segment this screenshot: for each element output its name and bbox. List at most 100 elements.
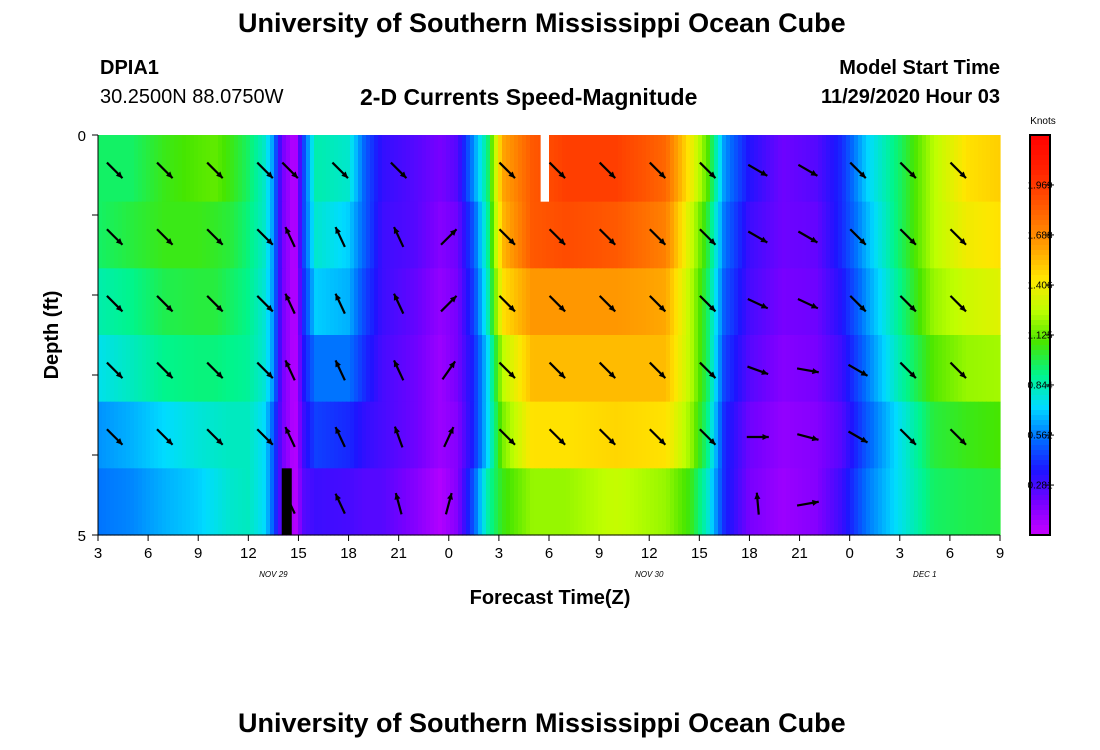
heat-cell	[490, 268, 495, 336]
heat-cell	[890, 335, 895, 403]
heat-cell	[962, 401, 967, 469]
arrow-head	[909, 438, 916, 445]
heat-cell	[786, 135, 791, 203]
heat-cell	[706, 268, 711, 336]
heat-cell	[158, 401, 163, 469]
heat-cell	[614, 268, 619, 336]
heat-cell	[858, 401, 863, 469]
arrow-head	[335, 493, 341, 501]
heat-cell	[354, 335, 359, 403]
heat-cell	[618, 268, 623, 336]
heat-cell	[762, 201, 767, 269]
heat-cell	[290, 468, 295, 536]
heat-cell	[922, 201, 927, 269]
heat-cell	[766, 201, 771, 269]
heat-cell	[878, 335, 883, 403]
heat-cell	[186, 268, 191, 336]
heat-cell	[934, 201, 939, 269]
heat-cell	[850, 468, 855, 536]
heat-cell	[298, 201, 303, 269]
heat-cell	[858, 201, 863, 269]
current-arrow	[498, 295, 516, 313]
heat-cell	[562, 335, 567, 403]
heat-cell	[166, 268, 171, 336]
heat-cell	[914, 268, 919, 336]
heat-cell	[962, 268, 967, 336]
heat-cell	[106, 335, 111, 403]
heat-cell	[442, 468, 447, 536]
heat-cell	[374, 401, 379, 469]
heat-cell	[722, 201, 727, 269]
heat-cell	[386, 201, 391, 269]
heat-cell	[846, 335, 851, 403]
x-tick-label: 9	[996, 545, 1004, 562]
heat-cell	[106, 468, 111, 536]
heat-cell	[854, 468, 859, 536]
heat-cell	[906, 401, 911, 469]
heat-cell	[410, 401, 415, 469]
current-arrow	[156, 428, 174, 446]
heat-cell	[318, 401, 323, 469]
arrow-head	[216, 371, 223, 379]
heat-cell	[550, 335, 555, 403]
heat-cell	[422, 468, 427, 536]
arrow-head	[810, 302, 818, 309]
arrow-head	[508, 171, 516, 179]
colorbar-band	[1030, 300, 1050, 306]
heat-cell	[634, 268, 639, 336]
arrow-head	[285, 427, 291, 435]
page-title: University of Southern Mississippi Ocean…	[238, 8, 846, 38]
x-tick-label: 21	[390, 545, 407, 562]
heat-cell	[642, 201, 647, 269]
heat-cell	[174, 335, 179, 403]
heat-cell	[926, 268, 931, 336]
heat-cell	[806, 468, 811, 536]
heat-cell	[438, 468, 443, 536]
heat-cell	[898, 201, 903, 269]
heat-cell	[506, 468, 511, 536]
heat-cell	[858, 135, 863, 203]
heat-cell	[218, 268, 223, 336]
heat-cell	[418, 401, 423, 469]
heat-cell	[462, 201, 467, 269]
heat-cell	[998, 335, 1001, 403]
heat-cell	[878, 201, 883, 269]
colorbar-band	[1030, 485, 1050, 491]
heat-cell	[158, 135, 163, 203]
arrow-head	[393, 227, 400, 235]
current-arrow	[649, 228, 667, 246]
heat-cell	[734, 201, 739, 269]
heat-cell	[242, 201, 247, 269]
arrow-head	[812, 368, 819, 375]
heat-cell	[758, 268, 763, 336]
arrow-head	[448, 427, 454, 435]
heat-cell	[682, 268, 687, 336]
arrow-head	[266, 371, 273, 379]
colorbar-band	[1030, 460, 1050, 466]
heat-cell	[310, 468, 315, 536]
arrow-head	[658, 371, 666, 379]
heat-cell	[226, 468, 231, 536]
heat-cell	[678, 268, 683, 336]
heat-cell	[382, 335, 387, 403]
heat-cell	[318, 468, 323, 536]
current-arrow	[284, 226, 296, 248]
heat-cell	[578, 401, 583, 469]
heat-cell	[706, 401, 711, 469]
current-arrow	[106, 361, 124, 379]
colorbar-band	[1030, 375, 1050, 381]
heat-cell	[462, 335, 467, 403]
heat-cell	[538, 135, 543, 203]
heat-cell	[294, 201, 299, 269]
heat-cell	[494, 201, 499, 269]
heat-cell	[918, 201, 923, 269]
heat-cell	[550, 201, 555, 269]
heat-cell	[606, 335, 611, 403]
colorbar-tick-label: 0.844	[1027, 380, 1052, 391]
heat-cell	[606, 268, 611, 336]
current-arrow	[206, 428, 224, 446]
heat-cell	[130, 401, 135, 469]
heat-cell	[822, 401, 827, 469]
heat-cell	[846, 135, 851, 203]
heat-cell	[970, 335, 975, 403]
